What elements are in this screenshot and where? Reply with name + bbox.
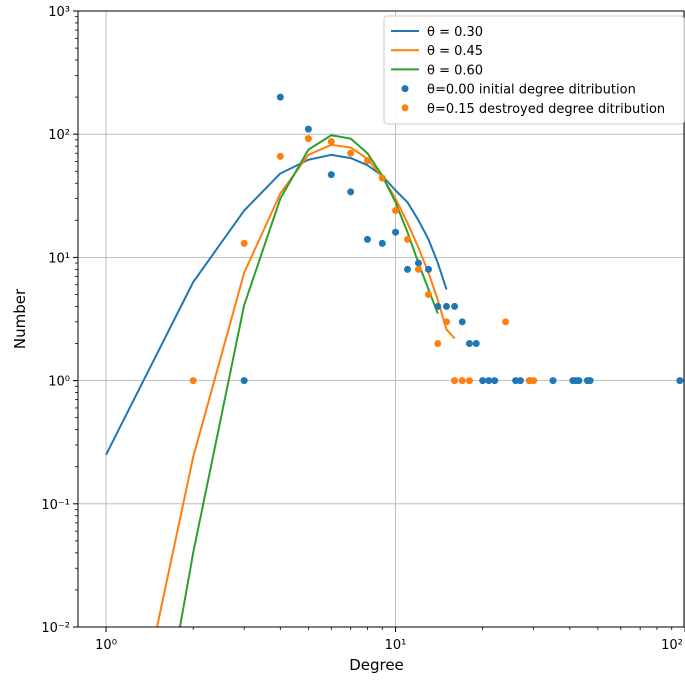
series-line [156, 143, 456, 627]
scatter-point [327, 138, 335, 146]
scatter-point [676, 377, 684, 385]
legend-entry-label: θ = 0.60 [427, 63, 483, 78]
scatter-point [465, 377, 473, 385]
series-line [105, 153, 448, 456]
scatter-point [276, 93, 284, 101]
scatter-point [425, 265, 433, 273]
scatter-point [404, 235, 412, 243]
scatter-point [363, 157, 371, 165]
plot-frame [77, 10, 685, 628]
y-tick-label: 10³ [48, 5, 70, 20]
legend-entry-label: θ = 0.30 [427, 25, 483, 40]
scatter-point [443, 318, 450, 326]
scatter-point [327, 171, 335, 179]
scatter-point [276, 152, 284, 160]
legend: θ = 0.30 θ = 0.45 θ = 0.60 θ=0.00 initial d… [383, 15, 685, 125]
scatter-point [451, 377, 459, 385]
scatter-point [575, 377, 583, 385]
axis-ticks: 10⁰ 10¹ 10² 10⁻² 10⁻¹ 10⁰ 10¹ 10² 10³ [41, 5, 685, 653]
scatter-point [304, 135, 312, 143]
scatter-point [479, 377, 487, 385]
scatter-point [465, 340, 473, 348]
scatter-point [189, 377, 197, 385]
scatter-point [347, 149, 355, 157]
scatter-point [434, 302, 442, 310]
series-line [178, 134, 439, 627]
scatter-point [458, 318, 466, 326]
y-tick-label: 10⁻¹ [41, 498, 70, 513]
x-tick-label: 10¹ [385, 638, 407, 653]
scatter-point [363, 235, 371, 243]
legend-marker-swatch [401, 85, 409, 93]
x-tick-label: 10⁰ [95, 638, 117, 653]
scatter-point [378, 239, 386, 247]
legend-entry-label: θ=0.00 initial degree ditribution [427, 83, 636, 98]
scatter-point [240, 239, 248, 247]
scatter-point [586, 377, 594, 385]
legend-entry-label: θ=0.15 destroyed degree ditribution [427, 102, 665, 117]
y-tick-label: 10² [48, 128, 70, 143]
scatter-point [304, 125, 312, 133]
x-axis-title: Degree [349, 656, 404, 674]
scatter-point [392, 228, 400, 236]
x-tick-label: 10² [661, 638, 683, 653]
y-tick-label: 10⁰ [48, 375, 70, 390]
scatter-point [404, 265, 412, 273]
y-tick-label: 10¹ [48, 251, 70, 266]
scatter-point [392, 207, 400, 215]
plot-series [105, 93, 684, 627]
scatter-point [516, 377, 524, 385]
legend-box [383, 15, 685, 125]
scatter-point [414, 265, 422, 273]
scatter-point [451, 302, 459, 310]
scatter-point [414, 259, 422, 267]
legend-marker-swatch [401, 104, 409, 112]
scatter-point [347, 188, 355, 196]
scatter-point [458, 377, 466, 385]
scatter-point [485, 377, 493, 385]
y-tick-label: 10⁻² [41, 621, 70, 636]
scatter-point [425, 290, 433, 298]
scatter-point [502, 318, 510, 326]
scatter-point [443, 302, 450, 310]
scatter-point [378, 174, 386, 182]
scatter-point [240, 377, 248, 385]
scatter-point [491, 377, 499, 385]
scatter-point [434, 340, 442, 348]
scatter-point [530, 377, 538, 385]
y-axis-title: Number [11, 288, 29, 349]
scatter-point [549, 377, 557, 385]
legend-entry-label: θ = 0.45 [427, 44, 483, 59]
scatter-point [472, 340, 480, 348]
